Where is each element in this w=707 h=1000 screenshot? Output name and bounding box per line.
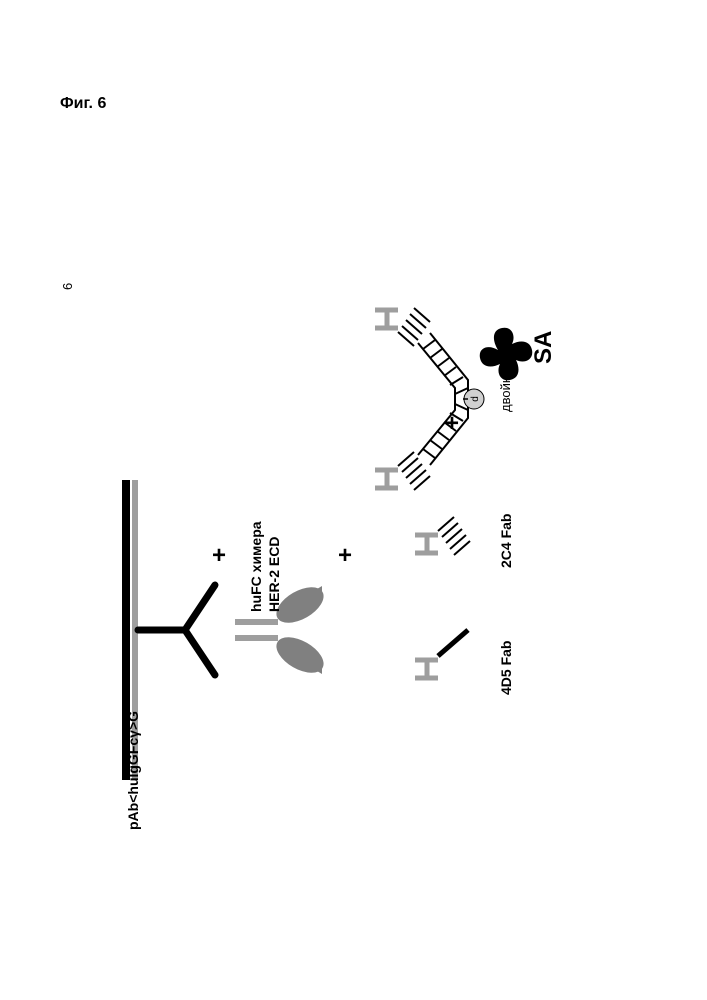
fab-4d5-icon bbox=[415, 630, 468, 678]
label-4d5: 4D5 Fab bbox=[498, 641, 514, 695]
bispecific-antibody-icon: d bbox=[375, 308, 484, 490]
label-pab: pAb<huIgGFcγ>G bbox=[125, 711, 141, 830]
label-chimera-line2: HER-2 ECD bbox=[266, 537, 282, 612]
label-2c4: 2C4 Fab bbox=[498, 514, 514, 568]
label-chimera-line1: huFC химера bbox=[248, 521, 264, 612]
label-sa: SA bbox=[530, 331, 558, 364]
plus-sign-1: + bbox=[212, 542, 226, 570]
label-double: двойной bbox=[498, 361, 513, 412]
svg-text:d: d bbox=[470, 396, 481, 402]
page: Фиг. 6 6 bbox=[0, 0, 707, 1000]
capture-antibody-icon bbox=[138, 585, 215, 675]
diagram-canvas: d bbox=[0, 0, 707, 1000]
fab-2c4-icon bbox=[415, 517, 470, 555]
plus-sign-3: + bbox=[445, 410, 459, 438]
plus-sign-2: + bbox=[338, 542, 352, 570]
